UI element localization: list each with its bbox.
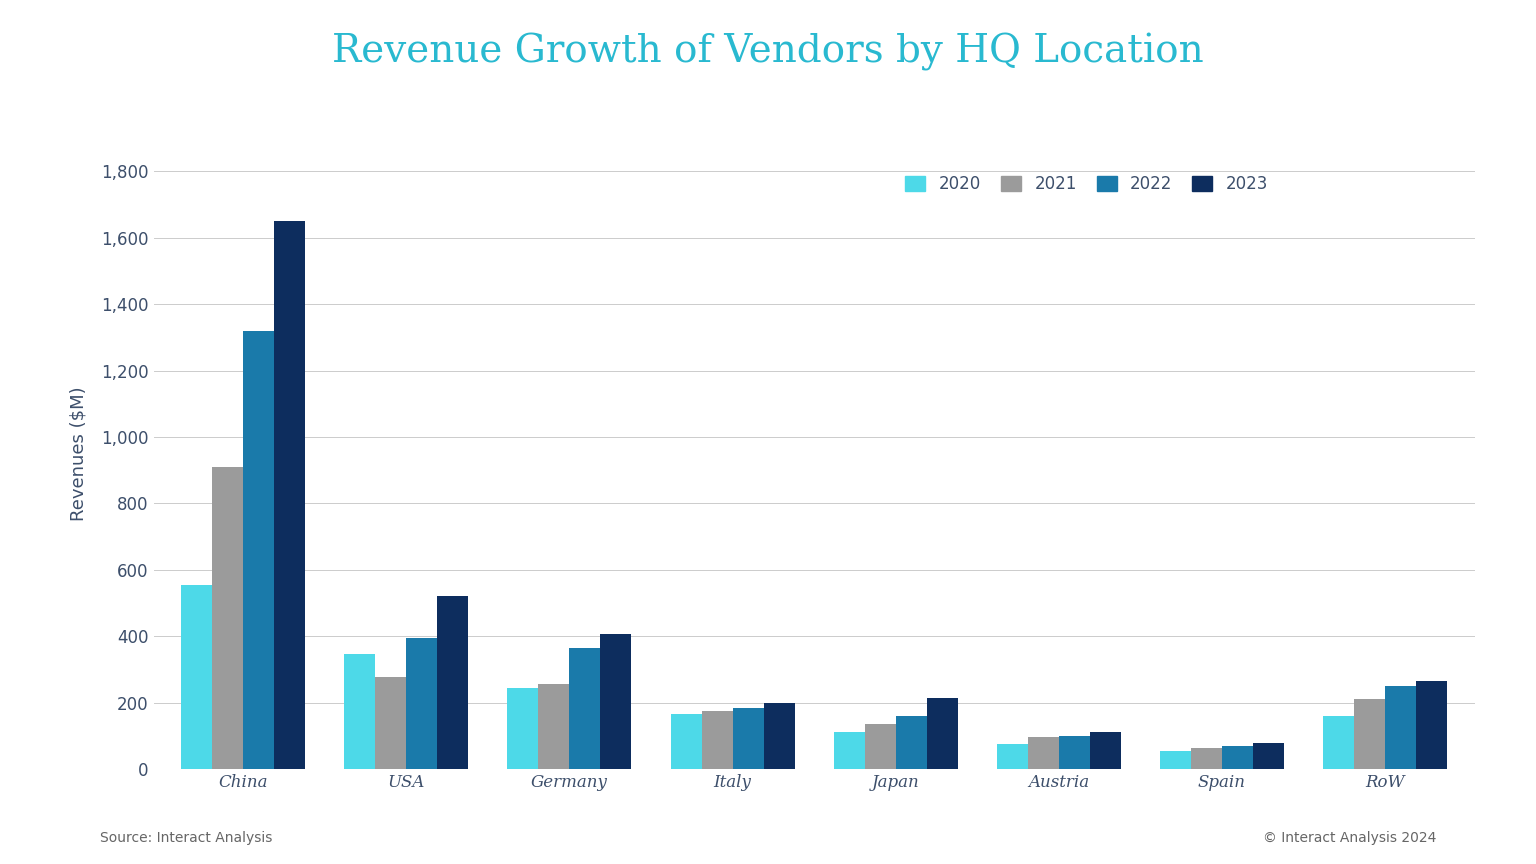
Y-axis label: Revenues ($M): Revenues ($M) [69, 386, 88, 521]
Bar [733, 708, 763, 769]
Bar [1322, 716, 1353, 769]
Bar [1221, 746, 1253, 769]
Bar [763, 702, 794, 769]
Bar [1028, 738, 1058, 769]
Bar [895, 716, 926, 769]
Bar [1190, 748, 1221, 769]
Bar [601, 633, 631, 769]
Legend: 2020, 2021, 2022, 2023: 2020, 2021, 2022, 2023 [905, 175, 1269, 193]
Bar [539, 684, 570, 769]
Bar [243, 331, 275, 769]
Bar [834, 733, 865, 769]
Bar [507, 688, 539, 769]
Bar [344, 654, 375, 769]
Text: Source: Interact Analysis: Source: Interact Analysis [100, 831, 272, 845]
Bar [570, 648, 601, 769]
Bar [181, 585, 212, 769]
Bar [1058, 736, 1089, 769]
Bar [375, 677, 407, 769]
Bar [671, 715, 702, 769]
Bar [1160, 751, 1190, 769]
Bar [702, 711, 733, 769]
Bar [438, 596, 468, 769]
Text: Revenue Growth of Vendors by HQ Location: Revenue Growth of Vendors by HQ Location [332, 33, 1204, 71]
Bar [997, 744, 1028, 769]
Bar [1416, 681, 1447, 769]
Bar [1253, 743, 1284, 769]
Bar [1385, 686, 1416, 769]
Bar [865, 724, 895, 769]
Bar [1089, 733, 1121, 769]
Bar [1353, 699, 1385, 769]
Text: © Interact Analysis 2024: © Interact Analysis 2024 [1263, 831, 1436, 845]
Bar [926, 697, 957, 769]
Bar [407, 638, 438, 769]
Bar [212, 467, 243, 769]
Bar [275, 221, 306, 769]
